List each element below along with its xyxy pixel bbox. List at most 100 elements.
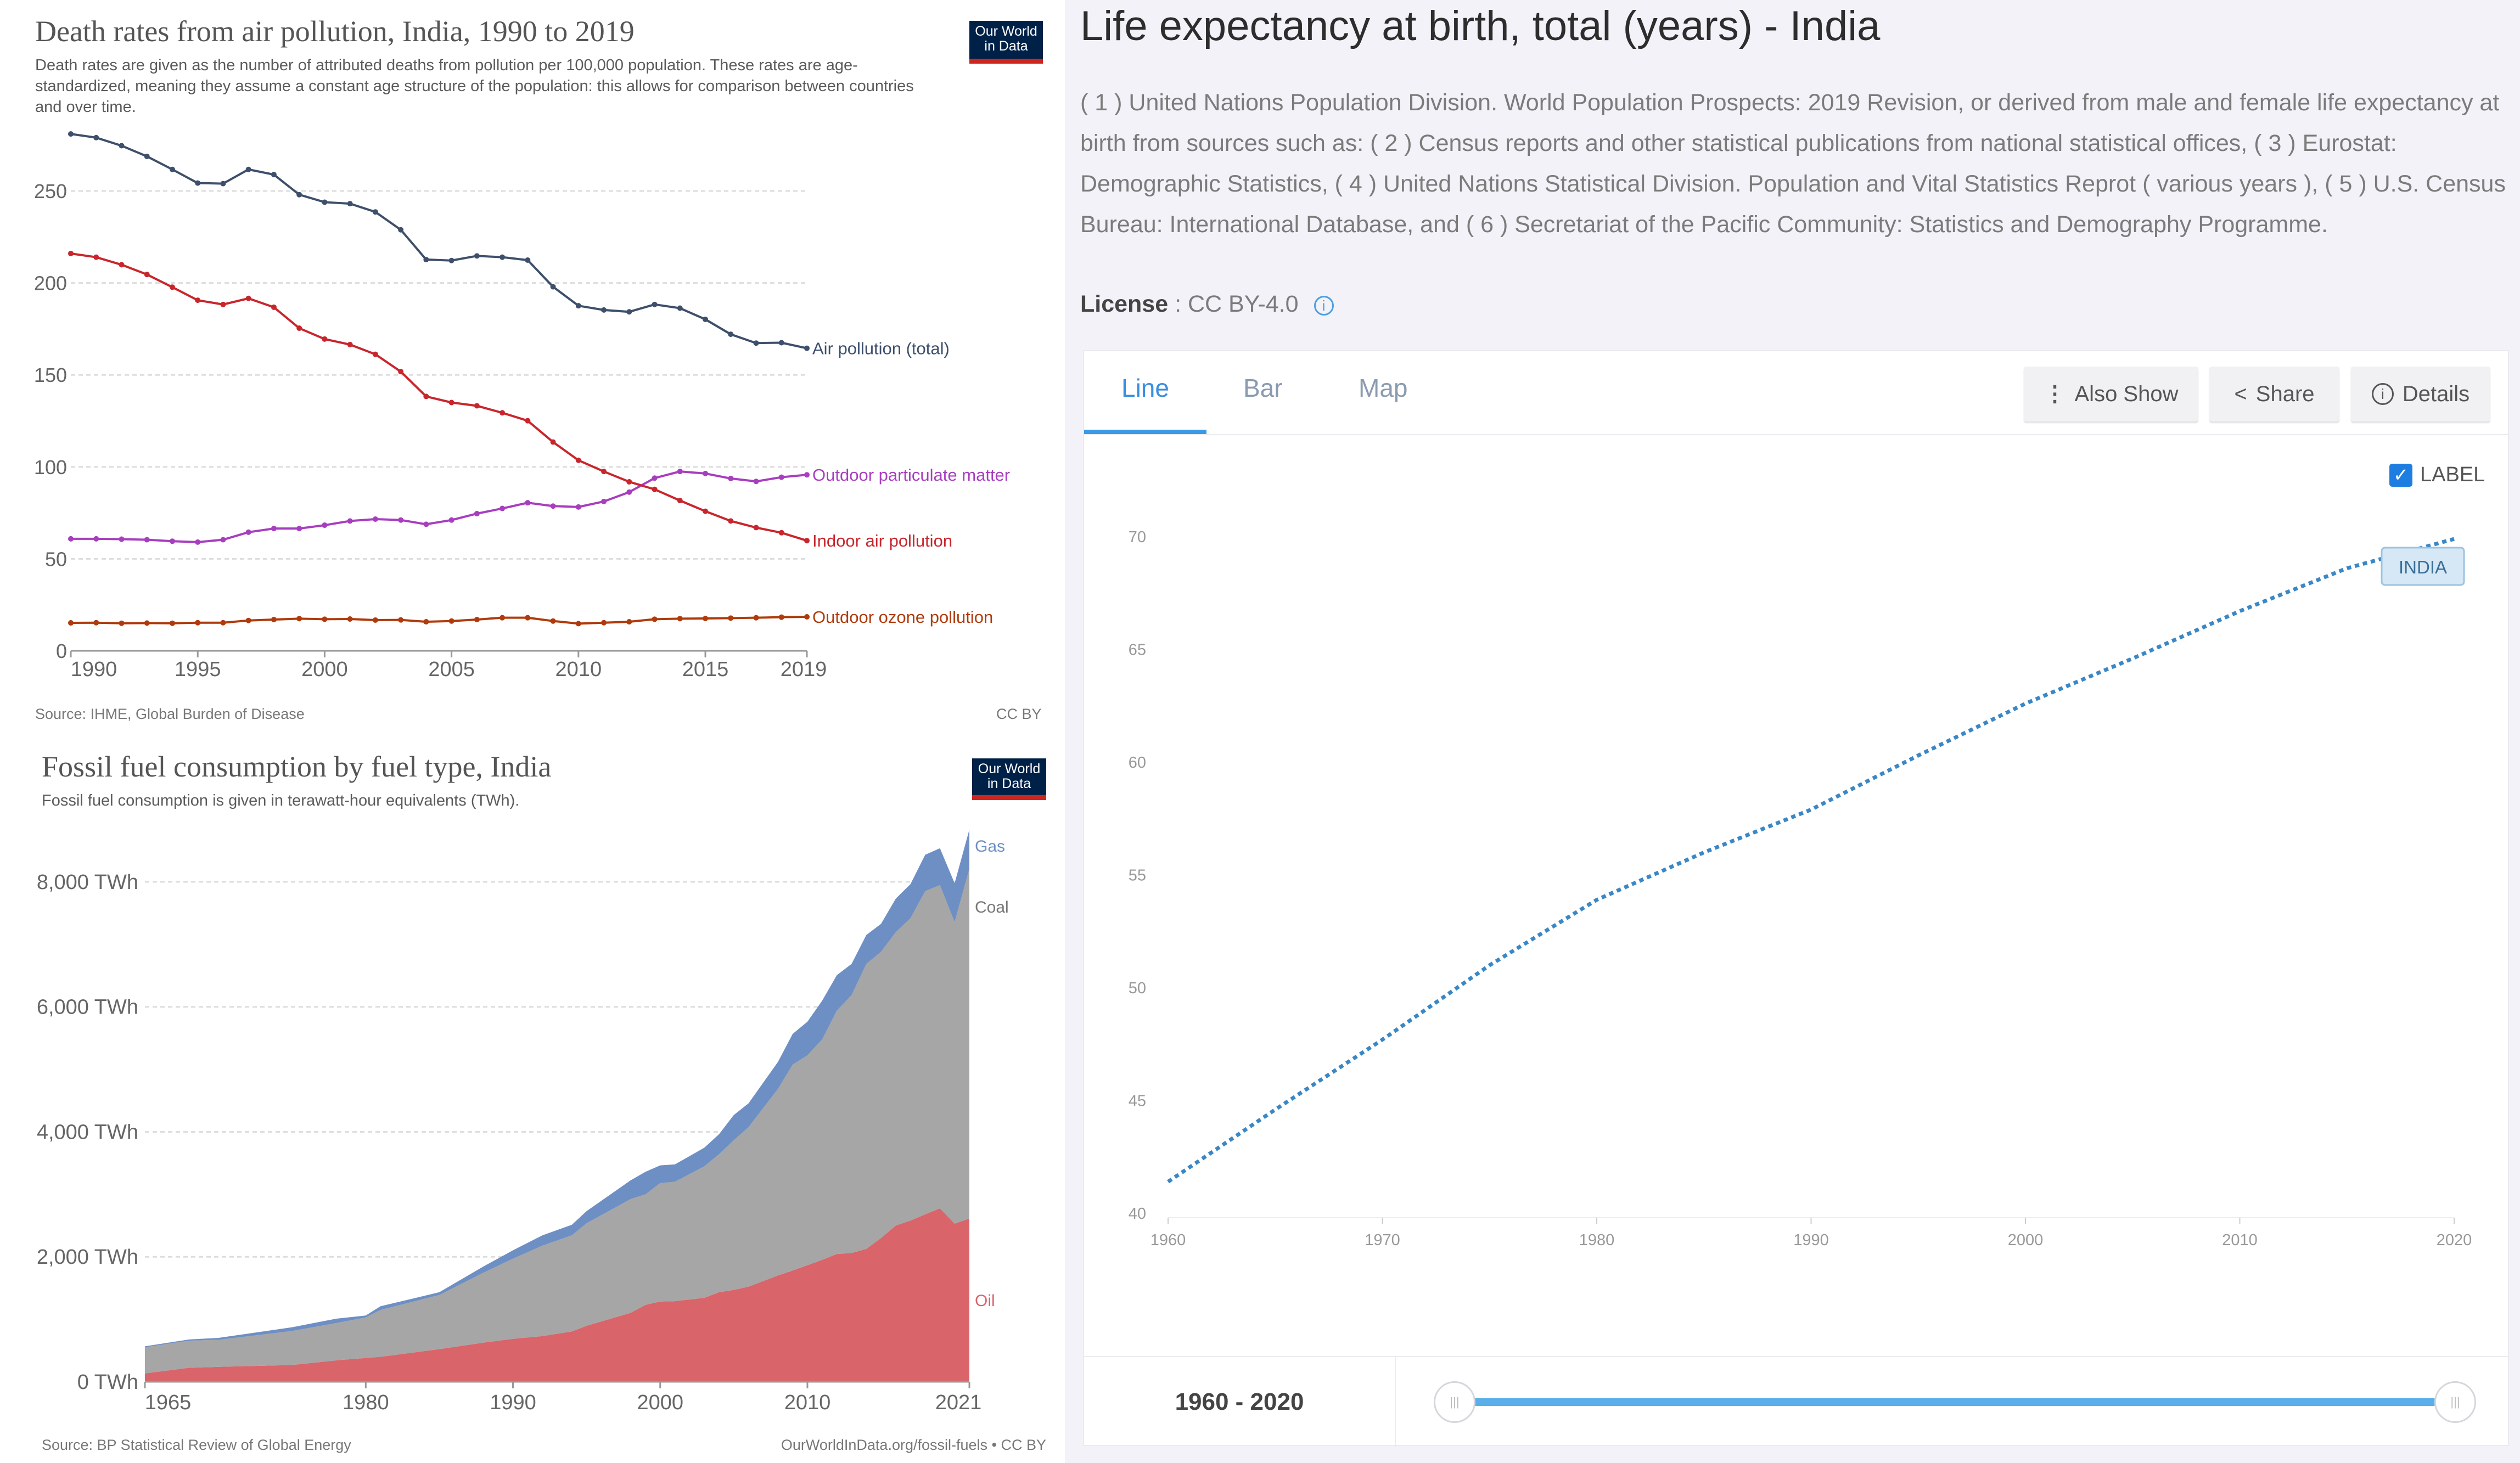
data-point <box>169 284 175 290</box>
data-point <box>271 526 277 532</box>
data-point <box>119 143 125 149</box>
license-value: : CC BY-4.0 <box>1168 291 1299 317</box>
series-label[interactable]: Air pollution (total) <box>812 339 950 358</box>
details-button[interactable]: i Details <box>2351 367 2490 421</box>
series-label[interactable]: Coal <box>975 898 1009 916</box>
data-point <box>245 617 251 623</box>
info-icon[interactable]: i <box>1314 296 1334 316</box>
series-label[interactable]: Indoor air pollution <box>812 531 952 550</box>
x-tick-label: 1965 <box>145 1391 192 1414</box>
life-expectancy-chart: 40 45 50 55 60 65 70 1960 1970 1980 1990 2000 2010 20… <box>1129 528 2472 1249</box>
x-tick-label: 2005 <box>428 658 475 681</box>
data-point <box>474 617 480 623</box>
data-point <box>423 257 429 263</box>
year-range-slider-track[interactable] <box>1455 1398 2437 1406</box>
data-point <box>220 537 226 543</box>
data-point <box>322 199 328 205</box>
details-label: Details <box>2402 381 2470 406</box>
data-point <box>728 518 734 524</box>
data-point <box>423 619 429 625</box>
owid-logo[interactable]: Our World in Data <box>969 21 1043 64</box>
data-point <box>347 201 353 207</box>
chart-source[interactable]: Source: BP Statistical Review of Global … <box>42 1437 351 1453</box>
also-show-button[interactable]: ⋮ Also Show <box>2024 367 2198 421</box>
data-point <box>550 618 556 624</box>
data-point <box>601 469 607 475</box>
data-point <box>245 166 251 172</box>
series-label[interactable]: Oil <box>975 1292 995 1310</box>
data-point <box>93 134 99 140</box>
data-point <box>398 617 404 623</box>
chart-title: Death rates from air pollution, India, 1… <box>35 15 635 48</box>
data-point <box>677 616 683 622</box>
data-point <box>575 504 581 510</box>
data-point <box>93 536 99 542</box>
data-point <box>499 505 506 511</box>
data-point <box>347 341 353 347</box>
y-tick-label: 70 <box>1129 528 1146 546</box>
data-point <box>68 131 74 137</box>
slider-handle-start[interactable]: ||| <box>1434 1381 1475 1423</box>
x-tick-label: 2010 <box>784 1391 831 1414</box>
y-tick-label: 50 <box>1129 980 1146 997</box>
x-tick-label: 1980 <box>343 1391 389 1414</box>
data-point <box>753 479 759 485</box>
active-tab-indicator <box>1084 430 1206 435</box>
x-tick-label: 2000 <box>637 1391 683 1414</box>
data-point <box>372 209 378 215</box>
chart-source[interactable]: Source: IHME, Global Burden of Disease <box>35 706 305 722</box>
y-tick-label: 45 <box>1129 1093 1146 1110</box>
x-tick-label: 1960 <box>1150 1231 1186 1249</box>
data-point <box>195 539 201 545</box>
data-point <box>677 498 683 504</box>
y-tick-label: 50 <box>45 548 67 570</box>
data-point <box>144 537 150 543</box>
more-vertical-icon: ⋮ <box>2044 382 2066 406</box>
y-tick-label: 55 <box>1129 867 1146 885</box>
source-description: ( 1 ) United Nations Population Division… <box>1080 89 2506 238</box>
y-tick-label: 0 TWh <box>77 1371 138 1394</box>
data-point <box>804 614 810 620</box>
data-point <box>626 309 632 315</box>
y-tick-label: 250 <box>34 180 67 202</box>
x-tick-label: 2010 <box>555 658 602 681</box>
series-label[interactable]: Gas <box>975 837 1005 856</box>
x-tick-label: 2015 <box>682 658 729 681</box>
data-point <box>169 620 175 626</box>
data-point <box>753 615 759 621</box>
tab-line[interactable]: Line <box>1121 374 1169 402</box>
data-point <box>372 351 378 357</box>
data-point <box>68 536 74 542</box>
chart-subtitle: Death rates are given as the number of a… <box>35 57 914 116</box>
slider-handle-end[interactable]: ||| <box>2434 1381 2476 1423</box>
data-point <box>119 262 125 268</box>
data-point <box>296 325 302 331</box>
data-point <box>525 257 531 263</box>
tab-map[interactable]: Map <box>1359 374 1408 402</box>
data-point <box>296 616 302 622</box>
series-label[interactable]: Outdoor particulate matter <box>812 465 1010 485</box>
tab-bar[interactable]: Bar <box>1243 374 1283 402</box>
data-point <box>677 469 683 475</box>
label-checkbox[interactable]: ✓ <box>2389 464 2412 487</box>
data-point <box>347 518 353 524</box>
data-point <box>398 369 404 375</box>
data-point <box>626 619 632 625</box>
page-title: Life expectancy at birth, total (years) … <box>1080 3 1881 49</box>
x-tick-label: 2000 <box>301 658 348 681</box>
data-point <box>728 331 734 337</box>
data-point <box>347 616 353 622</box>
data-point <box>804 345 810 351</box>
y-tick-label: 6,000 TWh <box>37 996 138 1019</box>
owid-logo[interactable]: Our World in Data <box>972 758 1046 800</box>
fossil-fuel-chart: 0 TWh 2,000 TWh 4,000 TWh 6,000 TWh 8,000 TW… <box>37 829 1009 1414</box>
chart-license[interactable]: CC BY <box>996 706 1042 722</box>
y-tick-label: 0 <box>56 640 67 662</box>
data-point <box>423 521 429 527</box>
area-coal <box>145 869 969 1374</box>
share-icon: < <box>2234 381 2247 406</box>
series-label[interactable]: Outdoor ozone pollution <box>812 607 993 627</box>
data-point <box>296 192 302 198</box>
chart-license[interactable]: OurWorldInData.org/fossil-fuels • CC BY <box>781 1437 1046 1453</box>
share-button[interactable]: < Share <box>2209 367 2339 421</box>
